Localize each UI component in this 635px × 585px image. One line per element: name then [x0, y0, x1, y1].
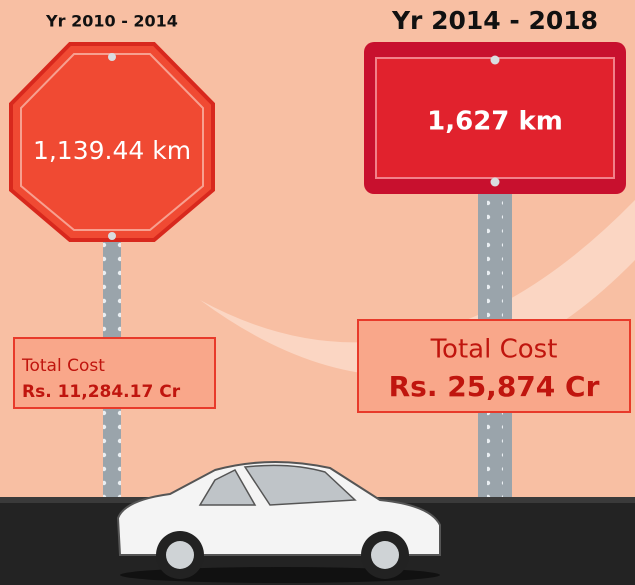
infographic: Yr 2010 - 2014 1,139.44 km Total Cost Rs…	[0, 0, 635, 585]
bolt	[108, 232, 116, 240]
period: Yr 2010 - 2014	[45, 12, 178, 31]
cost-label: Total Cost	[430, 335, 558, 365]
distance: 1,627 km	[427, 107, 563, 137]
bolt	[491, 56, 500, 65]
bolt	[491, 178, 500, 187]
cost: Rs. 11,284.17 Cr	[22, 382, 181, 402]
bolt	[108, 53, 116, 61]
distance: 1,139.44 km	[33, 136, 191, 165]
cost-label: Total Cost	[21, 356, 105, 376]
period: Yr 2014 - 2018	[391, 6, 598, 35]
cost: Rs. 25,874 Cr	[389, 370, 600, 403]
